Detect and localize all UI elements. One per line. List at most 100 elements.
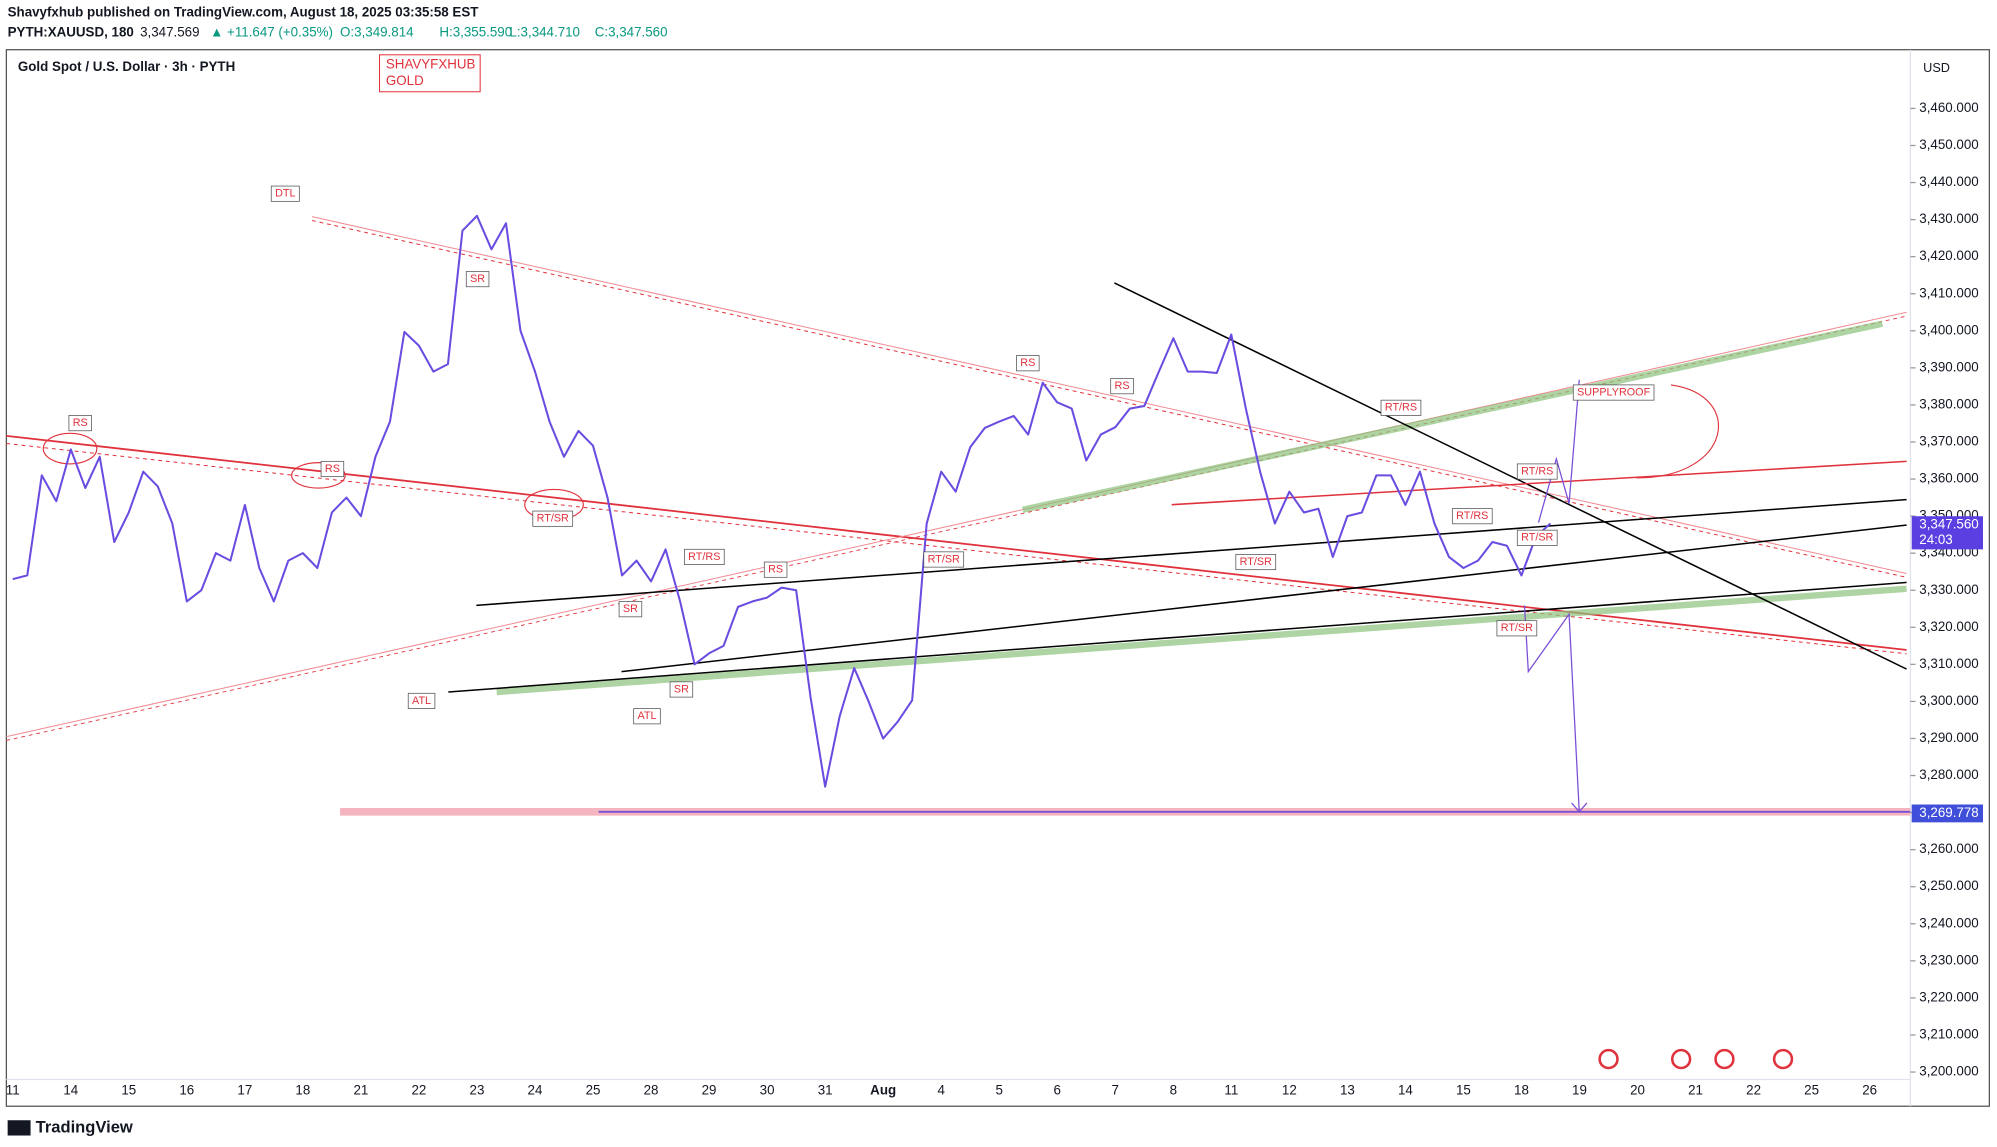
annotation-label: DTL — [275, 188, 295, 200]
y-tick-label: 3,220.000 — [1919, 989, 1978, 1004]
annotation-label: RS — [73, 417, 88, 429]
trend-line — [621, 524, 1907, 673]
annotation: SUPPLYROOF — [1572, 384, 1655, 401]
x-tick-label: 31 — [818, 1082, 833, 1097]
annotation-label: RT/RS — [1385, 402, 1417, 414]
y-tick-label: 3,200.000 — [1919, 1064, 1978, 1079]
annotation-label: RT/SR — [928, 553, 960, 565]
y-tick-label: 3,280.000 — [1919, 767, 1978, 782]
drawings — [6, 216, 1911, 816]
price-label: 3,269.778 — [1919, 805, 1978, 820]
y-tick-label: 3,210.000 — [1919, 1027, 1978, 1042]
x-tick-label: Aug — [870, 1082, 896, 1097]
event-flags — [1598, 1048, 1794, 1070]
annotation-label: RT/RS — [688, 551, 720, 563]
projection — [1537, 379, 1580, 523]
y-tick-label: 3,420.000 — [1919, 248, 1978, 263]
annotation: ATL — [633, 708, 661, 725]
currency: USD — [1923, 60, 1950, 75]
change: ▲ +11.647 (+0.35%) — [210, 25, 333, 40]
x-tick-label: 26 — [1862, 1082, 1877, 1097]
y-tick-label: 3,440.000 — [1919, 174, 1978, 189]
annotation-box — [1496, 620, 1538, 637]
y-tick-label: 3,390.000 — [1919, 359, 1978, 374]
annotation-box — [763, 561, 788, 578]
y-tick-label: 3,250.000 — [1919, 878, 1978, 893]
projection — [1523, 605, 1580, 812]
publisher-line: Shavyfxhub published on TradingView.com,… — [8, 4, 480, 19]
annotation-box — [669, 681, 694, 698]
x-tick-label: 29 — [702, 1082, 717, 1097]
annotation: RS — [1016, 355, 1040, 372]
annotation: RT/RS — [1451, 508, 1493, 525]
x-tick-label: 7 — [1112, 1082, 1119, 1097]
annotation: RS — [320, 460, 345, 478]
support-band — [496, 585, 1907, 696]
annotation-label: ATL — [412, 695, 431, 707]
annotation-label: RT/SR — [1240, 556, 1272, 568]
x-tick-label: 14 — [1398, 1082, 1413, 1097]
annotation: SR — [669, 681, 694, 698]
x-tick-label: 16 — [179, 1082, 194, 1097]
annotation-label: RT/SR — [1521, 532, 1553, 544]
annotation: RT/RS — [1516, 463, 1558, 480]
x-tick-label: 5 — [995, 1082, 1002, 1097]
y-tick-label: 3,450.000 — [1919, 137, 1978, 152]
x-tick-label: 15 — [121, 1082, 136, 1097]
price-line — [12, 214, 1552, 788]
annotation-box — [270, 185, 300, 202]
frame — [5, 49, 1990, 1107]
support-band — [1022, 320, 1884, 513]
annotation: ATL — [407, 692, 436, 709]
y-tick-label: 3,380.000 — [1919, 396, 1978, 411]
annotation: RT/RS — [1380, 399, 1422, 416]
trend-line — [476, 498, 1907, 607]
annotation-label: RT/SR — [1501, 622, 1533, 634]
symbol: PYTH:XAUUSD, 180 — [8, 25, 134, 40]
annotation: RT/RS — [683, 548, 725, 565]
annotation-box — [465, 271, 490, 288]
annotation-label: RT/RS — [1521, 465, 1553, 477]
annotation: SR — [465, 271, 490, 288]
trend-line — [311, 216, 1907, 574]
annotation-box — [618, 601, 643, 618]
x-tick-label: 19 — [1572, 1082, 1587, 1097]
y-tick-label: 3,400.000 — [1919, 322, 1978, 337]
y-tick-label: 3,330.000 — [1919, 582, 1978, 597]
x-tick-label: 6 — [1054, 1082, 1061, 1097]
y-tick-label: 3,410.000 — [1919, 285, 1978, 300]
annotation-box — [68, 415, 92, 432]
event-flag[interactable] — [1670, 1048, 1692, 1070]
x-tick-label: 25 — [1804, 1082, 1819, 1097]
x-tick-label: 24 — [528, 1082, 543, 1097]
y-tick-label: 3,370.000 — [1919, 434, 1978, 449]
x-tick-label: 18 — [295, 1082, 310, 1097]
ohlc-open: O:3,349.814 — [340, 25, 414, 40]
annotation-label: SR — [470, 273, 485, 285]
event-flag[interactable] — [1598, 1048, 1619, 1070]
x-tick-label: 23 — [470, 1082, 485, 1097]
y-tick-label: 3,320.000 — [1919, 619, 1978, 634]
trend-line — [6, 311, 1907, 738]
ohlc-low: L:3,344.710 — [509, 25, 580, 40]
x-tick-label: 11 — [6, 1082, 20, 1097]
annotation-box — [683, 548, 725, 565]
annotation: RT/SR — [1516, 529, 1558, 546]
event-flag[interactable] — [1772, 1048, 1794, 1070]
trend-line — [1114, 282, 1907, 670]
annotation-box — [1016, 355, 1040, 372]
ohlc-high: H:3,355.590 — [439, 25, 512, 40]
y-tick-label: 3,230.000 — [1919, 952, 1978, 967]
x-tick-label: 22 — [1746, 1082, 1761, 1097]
arc — [1636, 384, 1720, 479]
x-tick-label: 4 — [937, 1082, 945, 1097]
annotation-label: SR — [674, 683, 689, 695]
event-flag[interactable] — [1714, 1048, 1735, 1070]
x-tick-label: 20 — [1630, 1082, 1645, 1097]
projection-arrow — [1571, 802, 1588, 813]
x-tick-label: 8 — [1170, 1082, 1177, 1097]
annotation-box — [407, 692, 436, 709]
x-tick-label: 14 — [63, 1082, 78, 1097]
countdown: 24:03 — [1919, 532, 1952, 547]
